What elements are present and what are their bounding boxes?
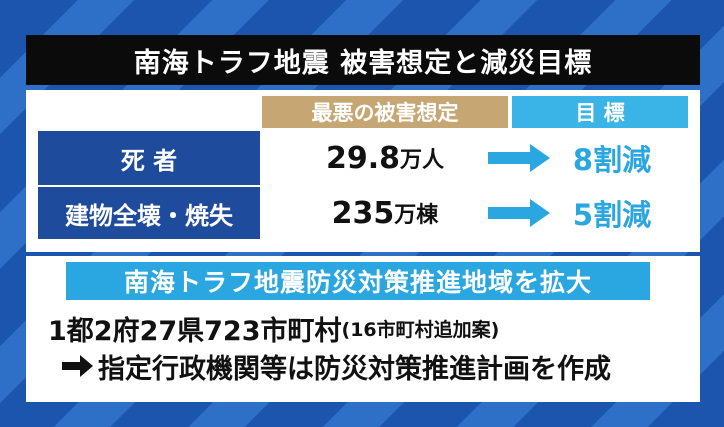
value-cell: 29.8 万人 — [262, 131, 508, 185]
value-cell: 235 万棟 — [262, 187, 508, 239]
arrow — [488, 199, 550, 227]
action-line: 指定行政機関等は防災対策推進計画を作成 — [62, 348, 611, 385]
banner: 南海トラフ地震防災対策推進地域を拡大 — [66, 262, 650, 300]
row-label: 建物全壊・焼失 — [38, 187, 260, 239]
arrow — [488, 144, 550, 172]
unit: 万人 — [400, 148, 445, 173]
header-cell: 目 標 — [512, 96, 688, 128]
unit: 万棟 — [394, 203, 439, 228]
action: 指定行政機関等は防災対策推進計画を作成 — [98, 353, 611, 385]
header-cell: 最悪の被害想定 — [262, 96, 508, 128]
areas-line: 1都2府27県723市町村 (16市町村追加案) — [48, 310, 500, 347]
value: 29.8 — [325, 140, 400, 176]
target: 8割減 — [572, 143, 652, 177]
arrow-icon — [62, 355, 93, 377]
areas-note: (16市町村追加案) — [341, 318, 500, 341]
row-label: 死 者 — [38, 131, 260, 185]
target: 5割減 — [572, 198, 652, 232]
title: 南海トラフ地震 被害想定と減災目標 — [26, 35, 700, 85]
areas: 1都2府27県723市町村 — [48, 315, 342, 347]
value: 235 — [331, 195, 395, 231]
